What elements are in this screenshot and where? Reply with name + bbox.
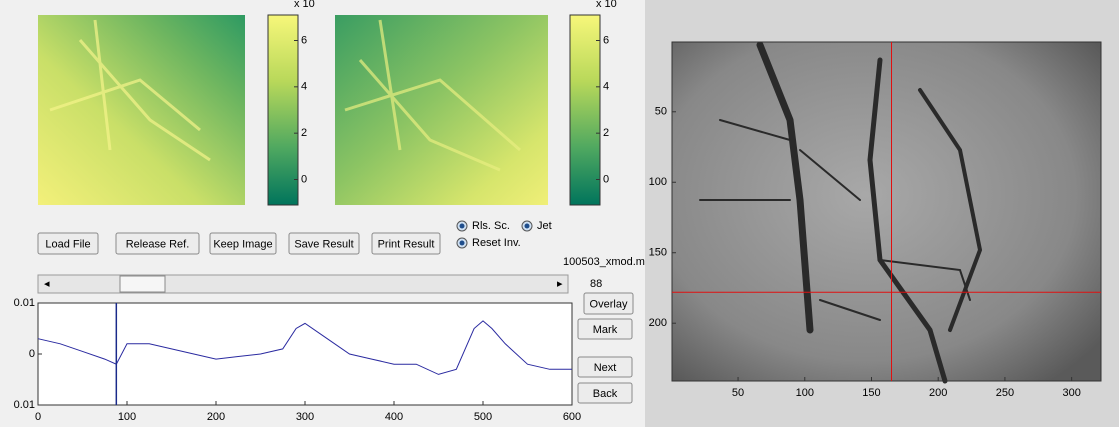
colorbar-tick-label: 4 [603,81,609,93]
x-tick-label: 600 [563,411,581,423]
x-tick-label: 250 [996,387,1014,399]
button-label[interactable]: Release Ref. [126,238,190,250]
colorbar [268,15,298,205]
x-tick-label: 150 [862,387,880,399]
y-tick-label: 150 [649,247,667,259]
colorbar-tick-label: 2 [301,127,307,139]
x-tick-label: 300 [296,411,314,423]
colorbar-tick-label: 6 [301,34,307,46]
y-tick-label: 0 [29,348,35,360]
button[interactable]: Back [578,383,632,403]
button[interactable]: Overlay [584,293,633,314]
button[interactable]: Keep Image [210,233,276,254]
radio-dot[interactable] [460,241,465,246]
button[interactable]: Next [578,357,632,377]
button[interactable]: Load File [38,233,98,254]
x-tick-label: 100 [118,411,136,423]
x-tick-label: 0 [35,411,41,423]
button[interactable]: Release Ref. [116,233,199,254]
x-tick-label: 200 [929,387,947,399]
vessel-image [672,42,1101,381]
app-window: ◂ ▸ 100503_xmod.m 88 x 10 6 4 2 0 x 10 6 4 2 0 Loa… [0,0,1119,427]
colorbar [570,15,600,205]
y-tick-label: 100 [649,176,667,188]
y-tick-label: 0.01 [14,399,35,411]
slider-arrow[interactable]: ▸ [557,278,563,290]
button[interactable]: Mark [578,319,632,339]
y-tick-label: 200 [649,317,667,329]
slider-thumb[interactable] [120,276,165,292]
heatmap [335,15,548,205]
button-label[interactable]: Save Result [294,238,353,250]
button-label[interactable]: Load File [45,238,90,250]
button-label[interactable]: Back [593,388,618,400]
x-tick-label: 300 [1062,387,1080,399]
button[interactable]: Print Result [372,233,440,254]
x-tick-label: 500 [474,411,492,423]
trace-axes [38,303,572,405]
colorbar-exponent: x 10 [294,0,315,10]
button-label[interactable]: Next [594,362,617,374]
radio-label[interactable]: Rls. Sc. [472,220,510,232]
x-tick-label: 400 [385,411,403,423]
button-label[interactable]: Keep Image [213,238,272,250]
colorbar-tick-label: 4 [301,81,307,93]
button[interactable]: Save Result [289,233,359,254]
radio-label[interactable]: Jet [537,220,552,232]
y-tick-label: 50 [655,106,667,118]
colorbar-exponent: x 10 [596,0,617,10]
button-label[interactable]: Print Result [378,238,435,250]
x-tick-label: 200 [207,411,225,423]
y-tick-label: 0.01 [14,297,35,309]
button-label[interactable]: Mark [593,324,618,336]
radio-dot[interactable] [525,224,530,229]
colorbar-tick-label: 6 [603,34,609,46]
x-tick-label: 50 [732,387,744,399]
button-label[interactable]: Overlay [590,298,628,310]
colorbar-tick-label: 0 [301,173,307,185]
slider-arrow[interactable]: ◂ [44,278,50,290]
colorbar-tick-label: 2 [603,127,609,139]
file-name: 100503_xmod.m [563,256,645,268]
slider-track[interactable] [38,275,568,293]
colorbar-tick-label: 0 [603,173,609,185]
x-tick-label: 100 [796,387,814,399]
radio-label[interactable]: Reset Inv. [472,237,521,249]
slider-value: 88 [590,278,602,290]
radio-dot[interactable] [460,224,465,229]
